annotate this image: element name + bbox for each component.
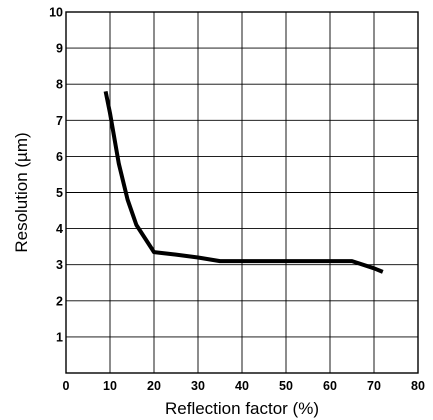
x-tick-label: 80 [411,379,425,393]
y-tick-label: 9 [56,42,63,56]
grid [66,12,418,373]
x-axis-ticks: 0 10 20 30 40 50 60 70 80 [63,379,425,393]
series-line [106,91,383,272]
y-tick-label: 7 [56,114,63,128]
y-tick-label: 5 [56,186,63,200]
y-tick-label: 3 [56,258,63,272]
series-layer [106,91,383,272]
x-axis-title: Reflection factor (%) [165,399,319,418]
x-tick-label: 60 [323,379,337,393]
x-tick-label: 50 [279,379,293,393]
y-axis-title: Resolution (µm) [12,132,31,252]
y-tick-label: 1 [56,330,63,344]
x-tick-label: 20 [147,379,161,393]
y-tick-label: 10 [49,6,63,20]
y-tick-label: 4 [56,222,63,236]
y-tick-label: 8 [56,78,63,92]
x-tick-label: 0 [63,379,70,393]
y-tick-label: 2 [56,294,63,308]
y-axis-ticks: 1 2 3 4 5 6 7 8 9 10 [49,6,63,345]
x-tick-label: 70 [367,379,381,393]
y-tick-label: 6 [56,150,63,164]
x-tick-label: 30 [191,379,205,393]
x-tick-label: 10 [103,379,117,393]
x-tick-label: 40 [235,379,249,393]
